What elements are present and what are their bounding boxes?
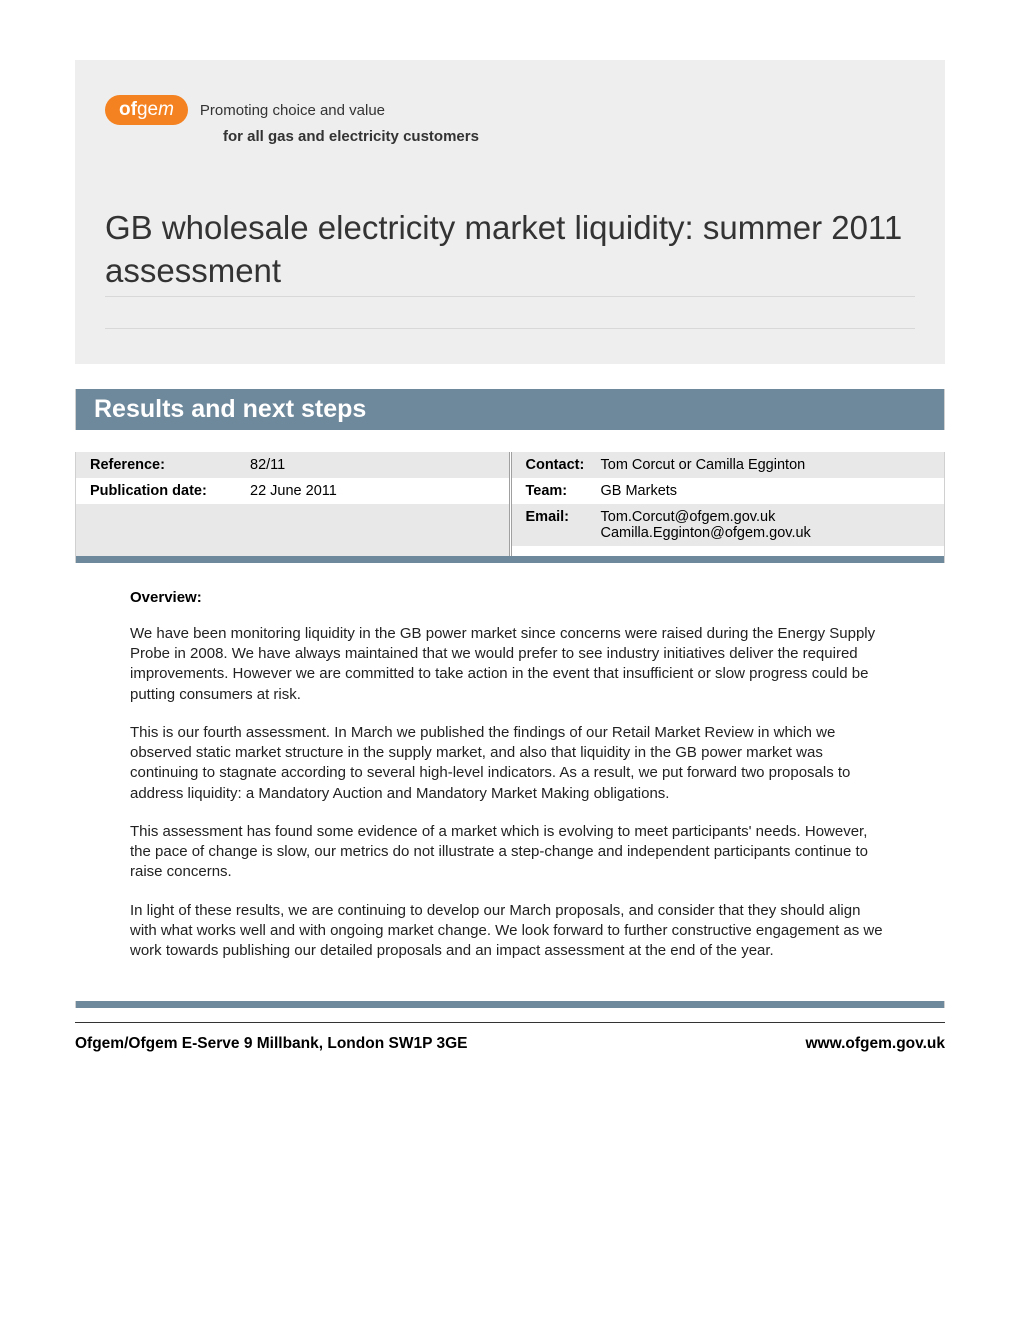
title-underline [105,297,915,329]
reference-value: 82/11 [250,457,285,473]
contact-value: Tom Corcut or Camilla Egginton [601,457,806,473]
accent-bar-top [75,556,945,563]
overview-para-4: In light of these results, we are contin… [130,901,890,962]
overview-label: Overview: [130,589,890,606]
tagline-line-2: for all gas and electricity customers [223,128,915,145]
overview-section: Overview: We have been monitoring liquid… [75,563,945,962]
metadata-left-column: Reference: 82/11 Publication date: 22 Ju… [76,452,509,556]
overview-para-1: We have been monitoring liquidity in the… [130,624,890,705]
logo-ge: ge [137,99,158,120]
team-label: Team: [526,483,601,499]
team-value: GB Markets [601,483,678,499]
tagline-line-1: Promoting choice and value [200,102,385,119]
reference-label: Reference: [90,457,250,473]
accent-bar-bottom [75,1001,945,1008]
overview-para-3: This assessment has found some evidence … [130,822,890,883]
meta-row-reference: Reference: 82/11 [76,452,509,478]
footer-website: www.ofgem.gov.uk [805,1035,945,1053]
header-section: ofgem Promoting choice and value for all… [75,60,945,364]
overview-text: We have been monitoring liquidity in the… [130,624,890,962]
ofgem-logo: ofgem [105,95,188,125]
metadata-right-column: Contact: Tom Corcut or Camilla Egginton … [509,452,945,556]
email-value: Tom.Corcut@ofgem.gov.uk Camilla.Egginton… [601,509,811,541]
publication-date-label: Publication date: [90,483,250,499]
overview-para-2: This is our fourth assessment. In March … [130,723,890,804]
document-title: GB wholesale electricity market liquidit… [105,207,915,297]
email-1: Tom.Corcut@ofgem.gov.uk [601,509,776,525]
meta-row-team: Team: GB Markets [512,478,945,504]
meta-row-contact: Contact: Tom Corcut or Camilla Egginton [512,452,945,478]
logo-row: ofgem Promoting choice and value [105,95,915,125]
email-2: Camilla.Egginton@ofgem.gov.uk [601,525,811,541]
logo-of: of [119,99,137,120]
meta-row-blank [76,504,509,556]
footer-address: Ofgem/Ofgem E-Serve 9 Millbank, London S… [75,1035,467,1053]
contact-label: Contact: [526,457,601,473]
meta-row-pubdate: Publication date: 22 June 2011 [76,478,509,504]
logo-m: m [158,99,174,120]
title-block: GB wholesale electricity market liquidit… [105,207,915,329]
section-heading: Results and next steps [75,389,945,430]
metadata-table: Reference: 82/11 Publication date: 22 Ju… [75,452,945,556]
footer: Ofgem/Ofgem E-Serve 9 Millbank, London S… [75,1022,945,1053]
email-label: Email: [526,509,601,541]
publication-date-value: 22 June 2011 [250,483,337,499]
meta-row-email: Email: Tom.Corcut@ofgem.gov.uk Camilla.E… [512,504,945,546]
